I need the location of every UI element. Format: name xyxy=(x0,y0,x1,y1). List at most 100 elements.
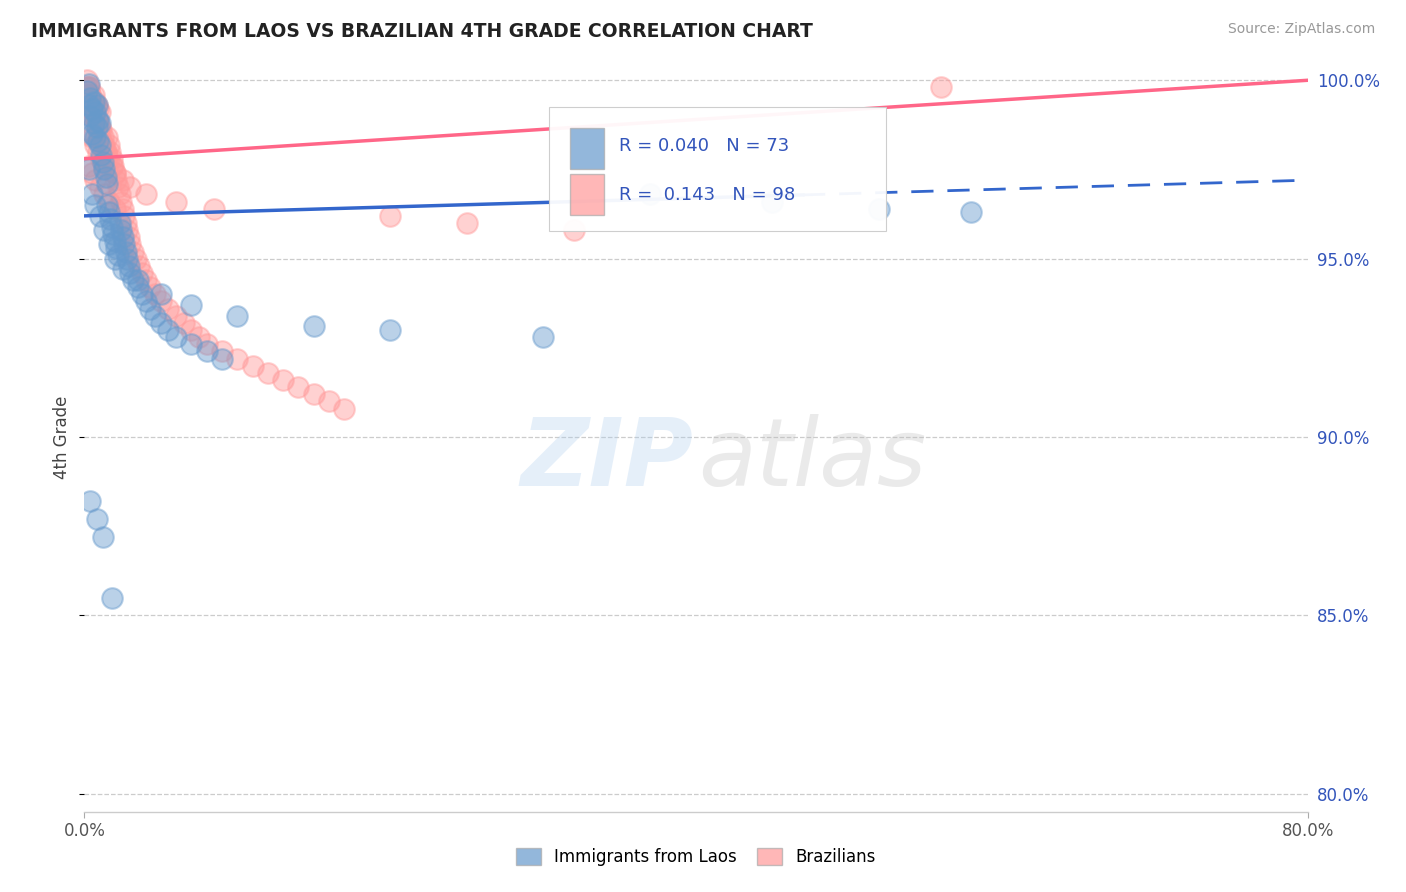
Point xyxy=(242,359,264,373)
Point xyxy=(98,212,121,227)
Point xyxy=(97,152,120,166)
Point xyxy=(143,309,166,323)
Point xyxy=(202,202,225,216)
Point xyxy=(79,91,101,105)
Point xyxy=(114,216,136,230)
Point xyxy=(127,273,149,287)
Text: ZIP: ZIP xyxy=(520,414,693,506)
Point xyxy=(87,112,110,127)
Point xyxy=(94,169,117,184)
Point xyxy=(83,102,105,116)
Point xyxy=(87,134,110,148)
Point xyxy=(108,187,131,202)
Point xyxy=(77,162,100,177)
Point xyxy=(107,180,129,194)
Point xyxy=(226,351,249,366)
Point xyxy=(83,95,105,109)
Point xyxy=(89,209,111,223)
Point xyxy=(87,123,110,137)
Point xyxy=(84,105,107,120)
Point xyxy=(79,102,101,116)
Point xyxy=(131,266,153,280)
Point xyxy=(80,166,103,180)
Point xyxy=(180,323,202,337)
Point xyxy=(165,330,187,344)
Point xyxy=(226,309,249,323)
Point xyxy=(333,401,356,416)
Point xyxy=(929,80,952,95)
Point xyxy=(173,316,195,330)
Point xyxy=(96,177,118,191)
Point xyxy=(143,287,166,301)
Point xyxy=(302,387,325,401)
Point xyxy=(97,194,120,209)
Point xyxy=(120,266,142,280)
Point xyxy=(80,187,103,202)
Point xyxy=(165,194,187,209)
Point xyxy=(302,319,325,334)
Point xyxy=(139,301,162,316)
Point xyxy=(76,87,98,102)
Point xyxy=(287,380,309,394)
Point xyxy=(80,95,103,109)
Point xyxy=(91,137,114,152)
Point xyxy=(91,155,114,169)
Point xyxy=(115,223,138,237)
Point xyxy=(101,591,124,605)
Point xyxy=(79,109,101,123)
Point xyxy=(84,109,107,123)
Point xyxy=(77,80,100,95)
Y-axis label: 4th Grade: 4th Grade xyxy=(53,395,72,479)
Point xyxy=(97,205,120,219)
Point xyxy=(562,223,585,237)
Point xyxy=(157,323,180,337)
Point xyxy=(101,159,124,173)
Point xyxy=(125,252,148,266)
Legend: Immigrants from Laos, Brazilians: Immigrants from Laos, Brazilians xyxy=(510,843,882,871)
Point xyxy=(114,244,136,259)
Point xyxy=(83,116,105,130)
Point xyxy=(77,98,100,112)
Point xyxy=(87,102,110,116)
Point xyxy=(108,216,131,230)
Point xyxy=(139,280,162,294)
Point xyxy=(80,130,103,145)
Point xyxy=(86,120,108,134)
Point xyxy=(93,137,115,152)
Point xyxy=(90,152,112,166)
Point xyxy=(89,116,111,130)
Point xyxy=(94,145,117,159)
Point xyxy=(89,105,111,120)
Point xyxy=(104,202,127,216)
Point xyxy=(115,252,138,266)
Point xyxy=(86,98,108,112)
Point xyxy=(94,145,117,159)
Point xyxy=(118,259,141,273)
Point xyxy=(90,148,112,162)
Point xyxy=(960,205,983,219)
Point xyxy=(157,301,180,316)
Point xyxy=(96,130,118,145)
Point xyxy=(80,109,103,123)
Point xyxy=(87,145,110,159)
Point xyxy=(84,130,107,145)
Point xyxy=(149,287,172,301)
Point xyxy=(105,173,128,187)
Point xyxy=(96,198,118,212)
FancyBboxPatch shape xyxy=(550,107,886,231)
Point xyxy=(89,130,111,145)
Point xyxy=(869,202,891,216)
Point xyxy=(118,230,141,244)
Point xyxy=(77,77,100,91)
Point xyxy=(80,127,103,141)
Point xyxy=(90,123,112,137)
FancyBboxPatch shape xyxy=(569,128,605,169)
Point xyxy=(122,273,145,287)
Point xyxy=(103,159,125,173)
Point xyxy=(318,394,340,409)
Point xyxy=(97,137,120,152)
Point xyxy=(380,323,402,337)
Point xyxy=(86,112,108,127)
Point xyxy=(93,187,115,202)
Point xyxy=(101,219,124,234)
